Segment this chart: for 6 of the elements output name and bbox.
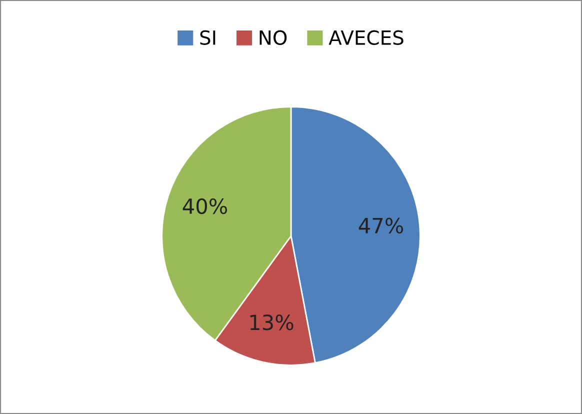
data-label: 47% [358,218,404,234]
legend-label: NO [260,30,287,45]
data-label: 13% [250,314,294,330]
data-label: 40% [182,198,228,214]
legend-label: SI [200,30,216,45]
legend-label: AVECES [328,30,404,45]
